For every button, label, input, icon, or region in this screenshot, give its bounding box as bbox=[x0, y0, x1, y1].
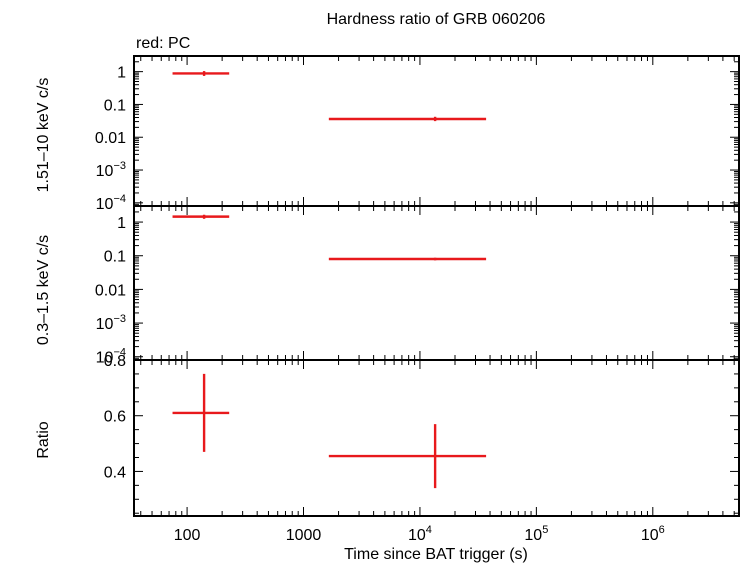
x-tick-label: 105 bbox=[524, 524, 548, 544]
y-tick-label-middle: 0.01 bbox=[95, 282, 126, 299]
y-tick-label-middle: 10−3 bbox=[96, 313, 126, 333]
x-tick-label: 100 bbox=[174, 527, 201, 544]
y-axis-label-bottom: Ratio bbox=[35, 421, 52, 458]
y-tick-label-top: 1 bbox=[117, 65, 126, 82]
x-tick-label: 1000 bbox=[286, 527, 322, 544]
y-tick-label-middle: 10−4 bbox=[96, 347, 126, 367]
y-tick-label-bottom: 0.8 bbox=[104, 353, 126, 370]
y-tick-label-top: 0.1 bbox=[104, 97, 126, 114]
y-tick-label-middle: 1 bbox=[117, 215, 126, 232]
data-point-top bbox=[172, 71, 230, 76]
legend-label: red: PC bbox=[136, 35, 190, 52]
data-point-bottom bbox=[172, 373, 230, 452]
y-tick-label-top: 0.01 bbox=[95, 130, 126, 147]
x-tick-label: 106 bbox=[641, 524, 665, 544]
data-point-middle bbox=[172, 214, 230, 219]
y-axis-label-middle: 0.3–1.5 keV c/s bbox=[35, 235, 52, 345]
x-tick-label: 104 bbox=[408, 524, 432, 544]
data-point-bottom bbox=[328, 424, 487, 489]
x-axis-label: Time since BAT trigger (s) bbox=[344, 546, 528, 563]
chart-panels: 10.10.0110−310−410.10.0110−310−40.80.60.… bbox=[95, 55, 740, 544]
panel-frame-middle bbox=[133, 205, 740, 361]
data-point-top bbox=[328, 116, 487, 122]
panel-frame-bottom bbox=[133, 359, 740, 517]
y-tick-label-bottom: 0.4 bbox=[104, 464, 126, 481]
y-tick-label-top: 10−4 bbox=[96, 193, 126, 213]
y-tick-label-bottom: 0.6 bbox=[104, 409, 126, 426]
data-point-middle bbox=[328, 257, 487, 261]
panel-frame-top bbox=[133, 55, 740, 207]
y-tick-label-top: 10−3 bbox=[96, 160, 126, 180]
chart-title: Hardness ratio of GRB 060206 bbox=[327, 11, 546, 28]
y-axis-label-top: 1.51–10 keV c/s bbox=[35, 78, 52, 193]
y-tick-label-middle: 0.1 bbox=[104, 249, 126, 266]
